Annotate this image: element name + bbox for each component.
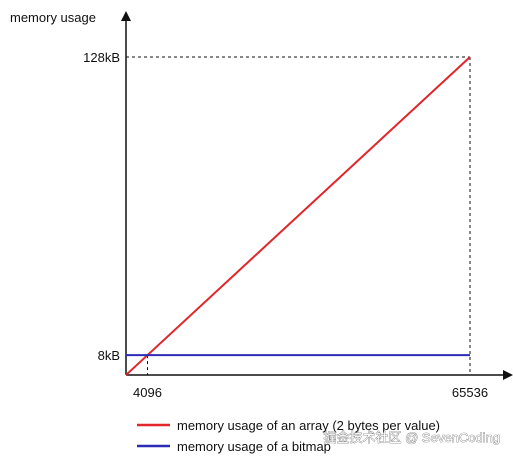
legend-label-array: memory usage of an array (2 bytes per va… (177, 418, 440, 433)
y-tick-label-8kb: 8kB (98, 348, 120, 363)
legend: memory usage of an array (2 bytes per va… (137, 418, 440, 454)
legend-label-bitmap: memory usage of a bitmap (177, 439, 331, 454)
x-tick-label-65536: 65536 (452, 385, 488, 400)
x-tick-label-4096: 4096 (133, 385, 162, 400)
y-tick-label-128kb: 128kB (83, 50, 120, 65)
watermark: 掘金技术社区 @ SevenCoding (324, 430, 500, 445)
y-axis-label: memory usage (10, 10, 96, 25)
series-line-array (125, 56, 471, 376)
